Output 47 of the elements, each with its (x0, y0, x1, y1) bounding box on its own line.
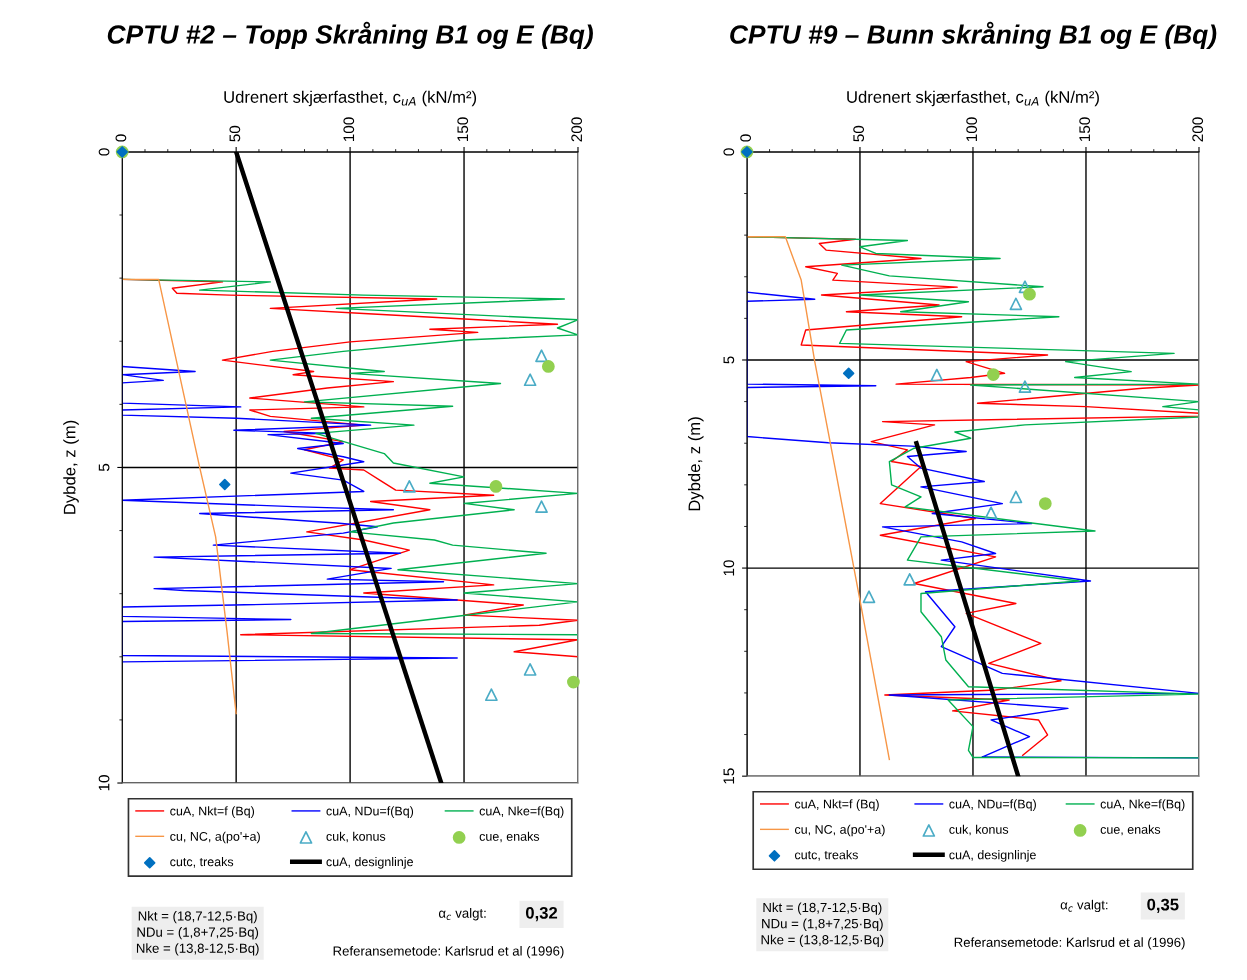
text: Referansemetode: Karlsrud et al (1996) (954, 937, 1185, 950)
x-tick-label: 50 (853, 125, 865, 142)
x-axis-title: Udrenert skjærfasthet, c$_{uA}$ (kN/m²) (224, 90, 477, 107)
x-tick-label: 150 (457, 117, 469, 142)
y-tick-label: 5 (723, 356, 735, 364)
legend-label: cuk, konus (949, 824, 1009, 836)
y-axis-title: Dybde, z (m) (688, 417, 704, 511)
legend-label: cutc, treaks (794, 850, 858, 861)
legend-label: cue, enaks (479, 831, 540, 843)
legend-label: cuk, konus (326, 831, 386, 843)
y-tick-label: 10 (723, 560, 735, 576)
y-tick-label: 10 (98, 775, 110, 791)
text: Referansemetode: Karlsrud et al (1996) (333, 946, 564, 959)
x-tick-label: 0 (115, 134, 127, 142)
legend-label: cue, enaks (1100, 824, 1161, 836)
y-tick-label: 15 (723, 768, 735, 784)
chart-title: CPTU #9 – Bunn skråning B1 og E (Bq) (730, 21, 1217, 50)
text: α$_{c}$ valgt: (438, 908, 486, 921)
legend-label: cuA, designlinje (326, 857, 413, 869)
x-tick-label: 50 (229, 125, 241, 142)
text: 0,35 (1147, 898, 1179, 913)
x-tick-label: 0 (740, 134, 752, 142)
x-tick-label: 100 (966, 117, 978, 142)
x-tick-label: 150 (1079, 117, 1091, 142)
y-tick-label: 0 (723, 148, 735, 156)
x-tick-label: 200 (1192, 117, 1204, 142)
x-axis-title: Udrenert skjærfasthet, c$_{uA}$ (kN/m²) (847, 90, 1099, 107)
legend-label: cuA, Nke=f(Bq) (479, 806, 564, 818)
legend-label: cutc, treaks (170, 857, 234, 868)
x-tick-label: 200 (571, 117, 583, 142)
text: Nkt = (18,7-12,5·Bq) NDu = (1,8+7,25·Bq) Nke = (13,8-12,5·Bq) (761, 902, 884, 948)
y-axis-title: Dybde, z (m) (63, 420, 79, 514)
text: Nkt = (18,7-12,5·Bq) NDu = (1,8+7,25·Bq) Nke = (13,8-12,5·Bq) (136, 910, 259, 956)
chart-title: CPTU #2 – Topp Skråning B1 og E (Bq) (107, 21, 593, 50)
text: 0,32 (525, 906, 558, 922)
legend-label: cu, NC, a(po'+a) (794, 824, 885, 837)
legend-label: cuA, NDu=f(Bq) (949, 799, 1036, 811)
legend-label: cuA, designlinje (949, 850, 1036, 862)
x-tick-label: 100 (343, 117, 355, 142)
legend-label: cu, NC, a(po'+a) (170, 831, 260, 844)
y-tick-label: 5 (98, 463, 110, 472)
legend-label: cuA, Nke=f(Bq) (1100, 799, 1185, 811)
text: α$_{c}$ valgt: (1060, 899, 1108, 913)
y-tick-label: 0 (98, 148, 110, 156)
legend-label: cuA, Nkt=f (Bq) (794, 799, 879, 811)
legend-label: cuA, Nkt=f (Bq) (170, 806, 255, 818)
legend-label: cuA, NDu=f(Bq) (326, 806, 414, 818)
